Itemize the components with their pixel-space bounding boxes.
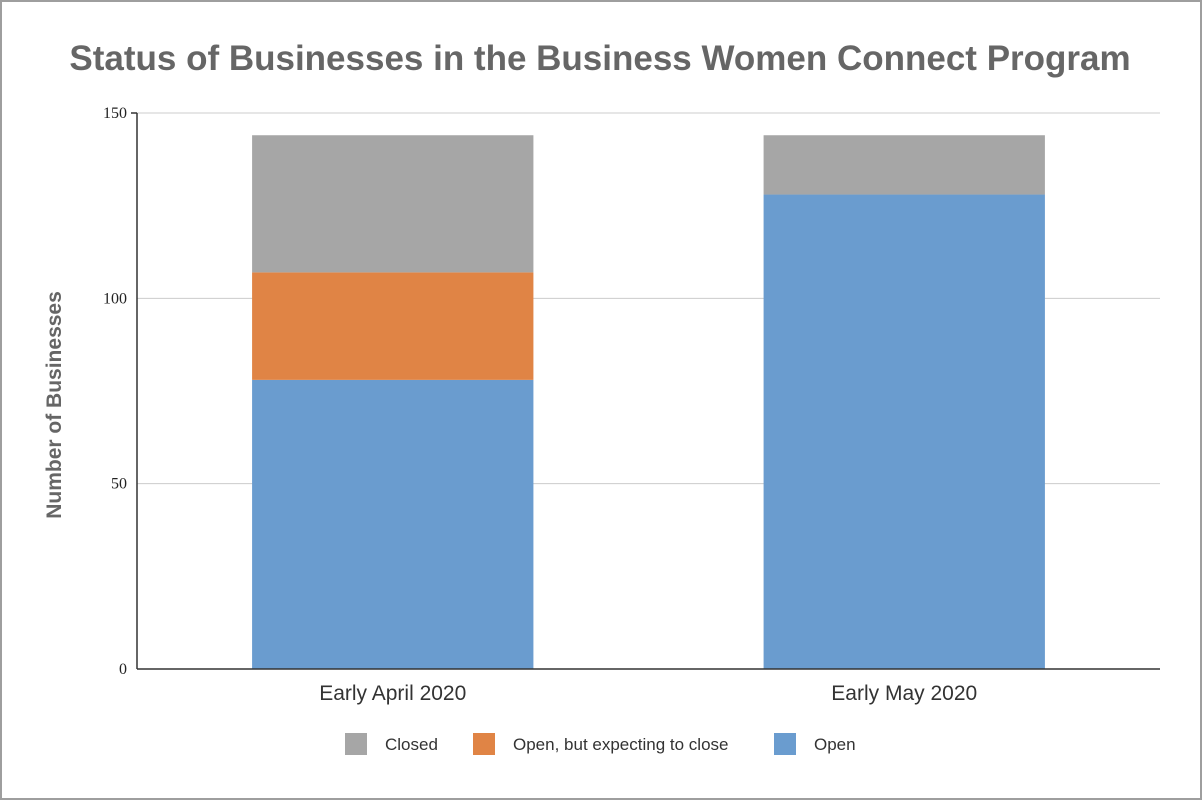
x-tick-label: Early May 2020 [831,682,977,705]
chart-title: Status of Businesses in the Business Wom… [69,39,1130,78]
bar-closed [252,135,534,273]
legend-swatch [345,733,367,755]
bars [252,135,1045,669]
y-tick-label: 50 [111,476,127,493]
y-tick-label: 150 [103,105,127,122]
bar-open-but-expecting-to-close [252,272,534,380]
legend-swatch [473,733,495,755]
legend-label: Closed [385,735,438,754]
bar-closed [763,135,1045,195]
bar-open [252,379,534,669]
y-axis-label: Number of Businesses [43,291,66,519]
legend-swatch [774,733,796,755]
legend-label: Open, but expecting to close [513,735,728,754]
bar-open [763,194,1045,669]
x-tick-label: Early April 2020 [319,682,466,705]
legend: Closed Open, but expecting to close Open [345,733,856,755]
axes: 0 50 100 150 Early April 2020 Early May 2020 [103,105,1160,705]
y-tick-label: 100 [103,290,127,307]
legend-label: Open [814,735,856,754]
y-tick-label: 0 [119,661,127,678]
